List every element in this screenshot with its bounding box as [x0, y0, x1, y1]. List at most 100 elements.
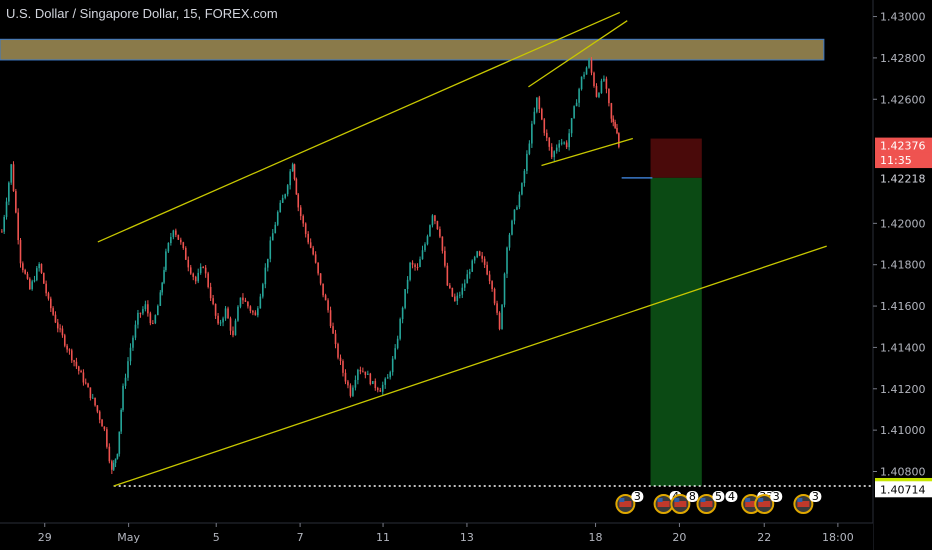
price-tag-label: 1.40714 — [880, 483, 926, 496]
event-flag-canton — [700, 498, 706, 502]
trendline-lower-channel[interactable] — [113, 245, 827, 487]
candle-body — [349, 385, 352, 396]
short-position-target-box[interactable] — [650, 177, 702, 486]
candle-body — [239, 297, 242, 307]
candle-body — [249, 306, 252, 311]
candle-body — [157, 305, 159, 316]
candle-body — [533, 111, 536, 124]
candle-body — [314, 254, 317, 263]
candle-body — [242, 297, 244, 301]
candle-body — [372, 381, 374, 384]
trendline-wedge-lower[interactable] — [541, 137, 634, 167]
event-count-label: 5 — [715, 490, 722, 503]
event-flag-stripe — [674, 501, 687, 507]
candle-body — [3, 216, 5, 232]
candle-body — [317, 262, 319, 274]
event-flag-canton — [745, 498, 751, 502]
candle-body — [441, 236, 444, 251]
candle-body — [434, 215, 436, 222]
candle-body — [269, 240, 272, 259]
event-count-badge — [631, 491, 644, 502]
candle-body — [291, 164, 294, 172]
candle-body — [217, 315, 219, 324]
candle-body — [91, 397, 94, 399]
candle-body — [612, 118, 615, 123]
candle-body — [70, 350, 73, 361]
candle-body — [192, 273, 195, 277]
candle-body — [114, 458, 117, 464]
candle-body — [120, 409, 122, 432]
candle-body — [170, 237, 172, 244]
price-tick-label: 1.40800 — [880, 466, 926, 479]
candle-body — [491, 281, 493, 289]
event-count-badge — [712, 491, 725, 502]
candle-body — [127, 361, 129, 378]
price-axis[interactable] — [873, 0, 932, 550]
candle-body — [374, 381, 377, 389]
event-flag-canton — [674, 498, 680, 502]
event-flag-canton — [797, 498, 803, 502]
candle-body — [319, 273, 322, 284]
candle-body — [96, 405, 99, 412]
candle-body — [134, 324, 137, 338]
candle-body — [555, 147, 558, 152]
candle-body — [362, 371, 364, 373]
candle-body — [439, 229, 441, 237]
candle-body — [159, 292, 162, 306]
candle-body — [229, 318, 232, 331]
time-tick-label: 13 — [460, 531, 474, 544]
time-axis[interactable] — [0, 523, 873, 550]
candle-body — [570, 118, 573, 134]
candle-body — [381, 384, 384, 392]
candle-body — [43, 272, 45, 284]
candle-body — [376, 388, 379, 391]
candle-body — [486, 264, 488, 275]
candle-body — [293, 164, 296, 180]
candle-body — [322, 283, 324, 296]
candle-body — [5, 201, 8, 217]
trendline-upper-channel[interactable] — [97, 11, 621, 243]
candle-body — [139, 312, 142, 314]
candle-body — [24, 270, 26, 274]
candle-body — [47, 293, 50, 299]
candle-body — [449, 285, 451, 288]
candle-body — [234, 320, 237, 336]
candle-body — [483, 258, 486, 265]
candle-body — [227, 308, 229, 319]
candle-body — [456, 295, 459, 301]
candle-body — [219, 322, 222, 324]
candle-body — [204, 267, 207, 274]
candle-body — [312, 247, 314, 255]
candle-body — [493, 288, 496, 304]
candle-body — [1, 231, 3, 233]
candle-body — [431, 215, 434, 226]
resistance-zone[interactable] — [0, 38, 825, 61]
candle-body — [560, 142, 563, 144]
candle-body — [367, 373, 369, 375]
candle-body — [538, 97, 541, 110]
candle-body — [147, 304, 149, 314]
candle-body — [481, 255, 483, 259]
candle-body — [329, 310, 332, 327]
time-tick-label: 11 — [376, 531, 390, 544]
trendline-wedge-upper[interactable] — [528, 20, 628, 88]
candle-body — [122, 385, 124, 410]
candle-body — [189, 267, 192, 274]
candle-body — [357, 369, 359, 380]
candle-body — [496, 303, 498, 313]
candle-body — [111, 461, 113, 470]
price-tag-label: 11:35 — [880, 154, 912, 167]
candle-body — [274, 224, 277, 234]
price-tag — [875, 481, 932, 498]
candle-body — [247, 301, 249, 307]
short-position-stop-box[interactable] — [650, 138, 702, 178]
event-count-label: 3 — [812, 490, 819, 503]
candle-body — [513, 209, 516, 221]
candle-body — [473, 257, 476, 261]
event-count-label: 3 — [773, 490, 780, 503]
candle-body — [608, 88, 610, 104]
candle-body — [202, 266, 204, 268]
candle-body — [154, 315, 157, 324]
candle-body — [152, 323, 154, 325]
